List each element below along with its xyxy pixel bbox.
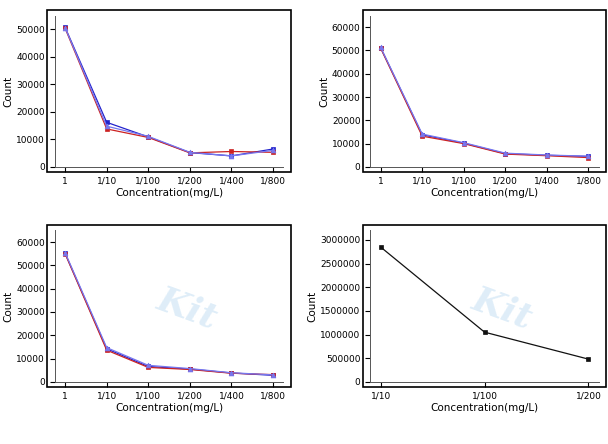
Text: Kit: Kit	[468, 283, 537, 336]
Text: Kit: Kit	[153, 283, 222, 336]
Y-axis label: Count: Count	[4, 75, 13, 107]
Y-axis label: Count: Count	[308, 290, 317, 322]
X-axis label: Concentration(mg/L): Concentration(mg/L)	[430, 188, 539, 198]
X-axis label: Concentration(mg/L): Concentration(mg/L)	[115, 403, 223, 413]
X-axis label: Concentration(mg/L): Concentration(mg/L)	[115, 188, 223, 198]
X-axis label: Concentration(mg/L): Concentration(mg/L)	[430, 403, 539, 413]
Y-axis label: Count: Count	[4, 290, 13, 322]
Y-axis label: Count: Count	[319, 75, 329, 107]
